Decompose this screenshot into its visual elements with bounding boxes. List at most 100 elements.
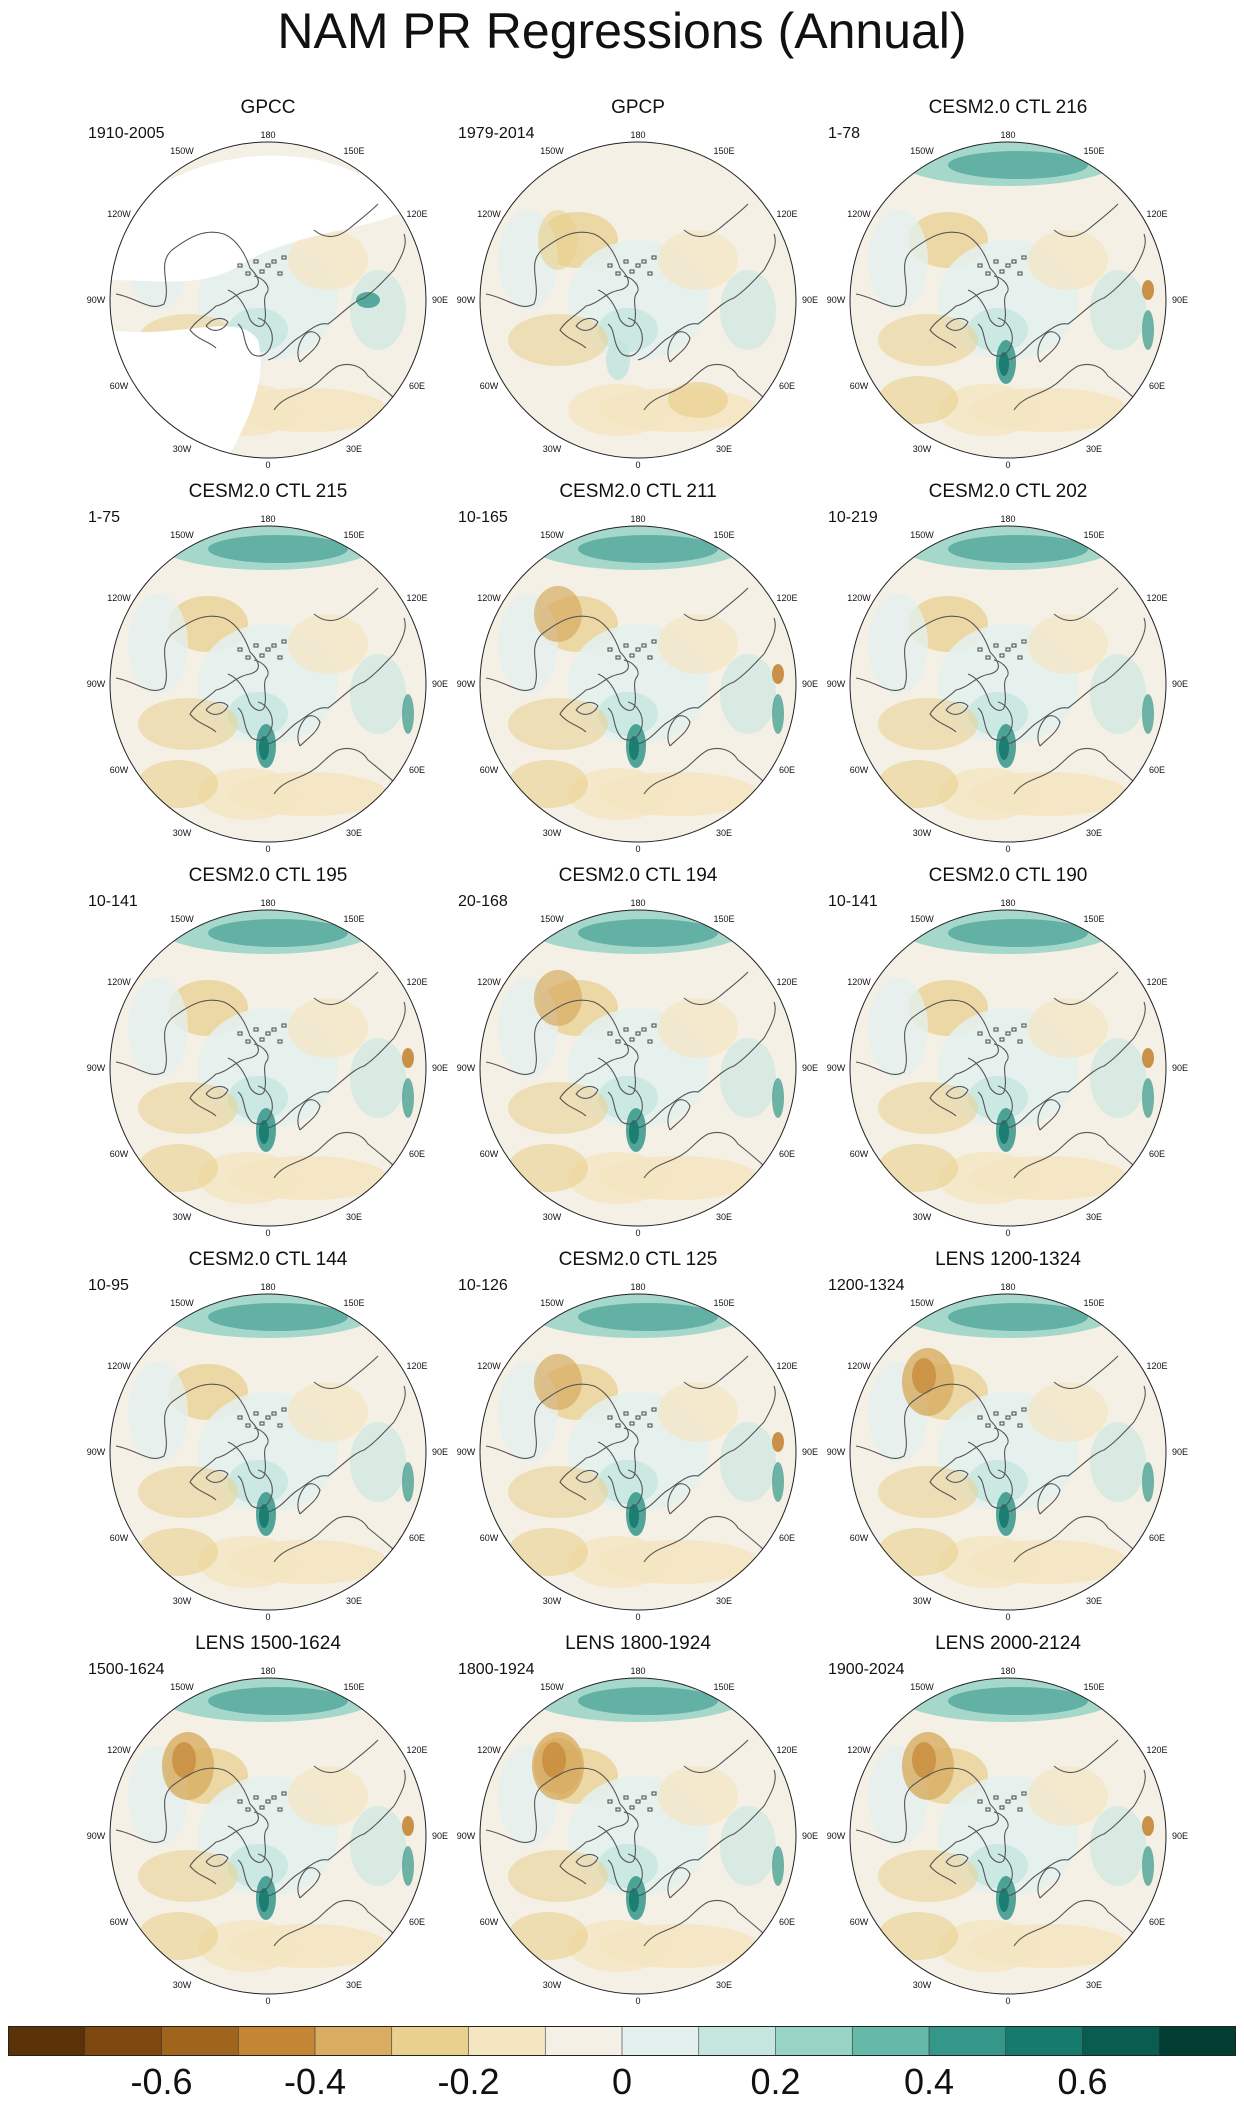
island bbox=[651, 1407, 657, 1412]
precip-anomaly-shade bbox=[259, 1888, 269, 1912]
longitude-label: 150E bbox=[1083, 914, 1104, 924]
colorbar-swatch bbox=[622, 2026, 700, 2056]
longitude-label: 90W bbox=[827, 1447, 846, 1457]
coastline bbox=[637, 1385, 776, 1513]
island bbox=[277, 1039, 283, 1044]
coastline bbox=[205, 1853, 229, 1867]
longitude-label: 150E bbox=[1083, 1298, 1104, 1308]
no-data-region bbox=[110, 155, 408, 282]
longitude-label: 60E bbox=[779, 1149, 795, 1159]
island bbox=[647, 1039, 653, 1044]
longitude-label: 30E bbox=[1086, 1596, 1102, 1606]
coastline bbox=[297, 715, 321, 747]
panel-year-range: 10-141 bbox=[828, 893, 878, 910]
precip-anomaly-shade bbox=[508, 314, 608, 366]
map-boundary bbox=[479, 909, 797, 1227]
precip-anomaly-shade bbox=[508, 1912, 588, 1960]
coastline bbox=[485, 1767, 629, 1885]
precip-anomaly-shade bbox=[128, 594, 188, 694]
map-panel: CESM2.0 CTL 202 180 150E 120E 90E 60E 30E 0 30W 6… bbox=[827, 480, 1188, 860]
longitude-label: 30E bbox=[716, 828, 732, 838]
coastline bbox=[977, 1085, 1013, 1125]
panel-year-range: 10-126 bbox=[458, 1277, 508, 1294]
longitude-label: 90E bbox=[1172, 1063, 1188, 1073]
island bbox=[245, 1423, 251, 1428]
precip-anomaly-shade bbox=[259, 1504, 269, 1528]
map-boundary bbox=[849, 1677, 1167, 1995]
longitude-label: 0 bbox=[635, 1996, 640, 2006]
coastline bbox=[485, 1383, 629, 1501]
island bbox=[607, 1799, 613, 1804]
longitude-label: 90E bbox=[432, 1831, 448, 1841]
panel-year-range: 10-165 bbox=[458, 509, 508, 526]
precip-anomaly-shade bbox=[578, 1687, 718, 1715]
precip-anomaly-shade bbox=[868, 210, 928, 310]
map-boundary bbox=[849, 141, 1167, 459]
panel-title: CESM2.0 CTL 211 bbox=[559, 481, 717, 502]
longitude-label: 30E bbox=[346, 1212, 362, 1222]
longitude-label: 60E bbox=[1149, 765, 1165, 775]
longitude-label: 30W bbox=[913, 444, 932, 454]
island bbox=[635, 1415, 641, 1420]
coastline bbox=[855, 1767, 999, 1885]
longitude-label: 0 bbox=[265, 844, 270, 854]
precip-anomaly-shade bbox=[658, 614, 738, 674]
precip-anomaly-shade bbox=[878, 1082, 978, 1134]
colorbar-swatch bbox=[8, 2026, 86, 2056]
coastline bbox=[267, 1769, 406, 1897]
precip-anomaly-shade bbox=[878, 1850, 978, 1902]
map-panel: CESM2.0 CTL 215 180 150E 120E 90E 60E 30E 0 30W 6… bbox=[87, 480, 448, 860]
precip-anomaly-shade bbox=[878, 1528, 958, 1576]
coastline bbox=[1053, 587, 1119, 622]
island bbox=[1017, 655, 1023, 660]
coastline bbox=[297, 1099, 321, 1131]
longitude-label: 120W bbox=[107, 209, 131, 219]
precip-anomaly-shade bbox=[999, 1504, 1009, 1528]
coastline bbox=[485, 615, 629, 733]
island bbox=[1017, 1807, 1023, 1812]
longitude-label: 60W bbox=[850, 1917, 869, 1927]
precip-anomaly-shade bbox=[772, 694, 784, 734]
precip-anomaly-shade bbox=[968, 1460, 1028, 1504]
precip-anomaly-shade bbox=[568, 1152, 668, 1204]
longitude-label: 30W bbox=[173, 1212, 192, 1222]
island bbox=[999, 653, 1005, 658]
precip-anomaly-shade bbox=[629, 1120, 639, 1144]
longitude-label: 150W bbox=[910, 530, 934, 540]
island bbox=[1021, 1791, 1027, 1796]
island bbox=[999, 1421, 1005, 1426]
island bbox=[1017, 1039, 1023, 1044]
longitude-label: 180 bbox=[1000, 130, 1015, 140]
precip-anomaly-shade bbox=[508, 1466, 608, 1518]
island bbox=[985, 655, 991, 660]
longitude-label: 120E bbox=[776, 209, 797, 219]
longitude-label: 60E bbox=[779, 381, 795, 391]
longitude-label: 0 bbox=[635, 1612, 640, 1622]
coastline bbox=[607, 317, 643, 357]
panel-year-range: 10-95 bbox=[88, 1277, 129, 1294]
precip-anomaly-shade bbox=[948, 535, 1088, 563]
precip-anomaly-shade bbox=[999, 1888, 1009, 1912]
coastline bbox=[575, 701, 599, 715]
island bbox=[629, 1421, 635, 1426]
longitude-label: 30E bbox=[1086, 1980, 1102, 1990]
island bbox=[277, 1807, 283, 1812]
longitude-label: 120W bbox=[477, 1361, 501, 1371]
precip-anomaly-shade bbox=[868, 594, 928, 694]
longitude-label: 90W bbox=[827, 295, 846, 305]
island bbox=[237, 1031, 243, 1036]
precip-anomaly-shade bbox=[968, 1076, 1028, 1120]
panel-year-range: 1-75 bbox=[88, 509, 121, 526]
colorbar-tick-label: -0.6 bbox=[130, 2061, 193, 2102]
precip-anomaly-shade bbox=[138, 1850, 238, 1902]
polar-map: 180 150E 120E 90E 60E 30E 0 30W 60W 90W 120W 150W bbox=[457, 130, 818, 470]
precip-anomaly-shade bbox=[948, 919, 1088, 947]
island bbox=[635, 1799, 641, 1804]
island bbox=[1017, 271, 1023, 276]
longitude-label: 90W bbox=[457, 679, 476, 689]
longitude-label: 60W bbox=[480, 381, 499, 391]
island bbox=[1021, 1023, 1027, 1028]
longitude-label: 90E bbox=[1172, 679, 1188, 689]
longitude-label: 30E bbox=[346, 828, 362, 838]
precip-anomaly-shade bbox=[508, 760, 588, 808]
